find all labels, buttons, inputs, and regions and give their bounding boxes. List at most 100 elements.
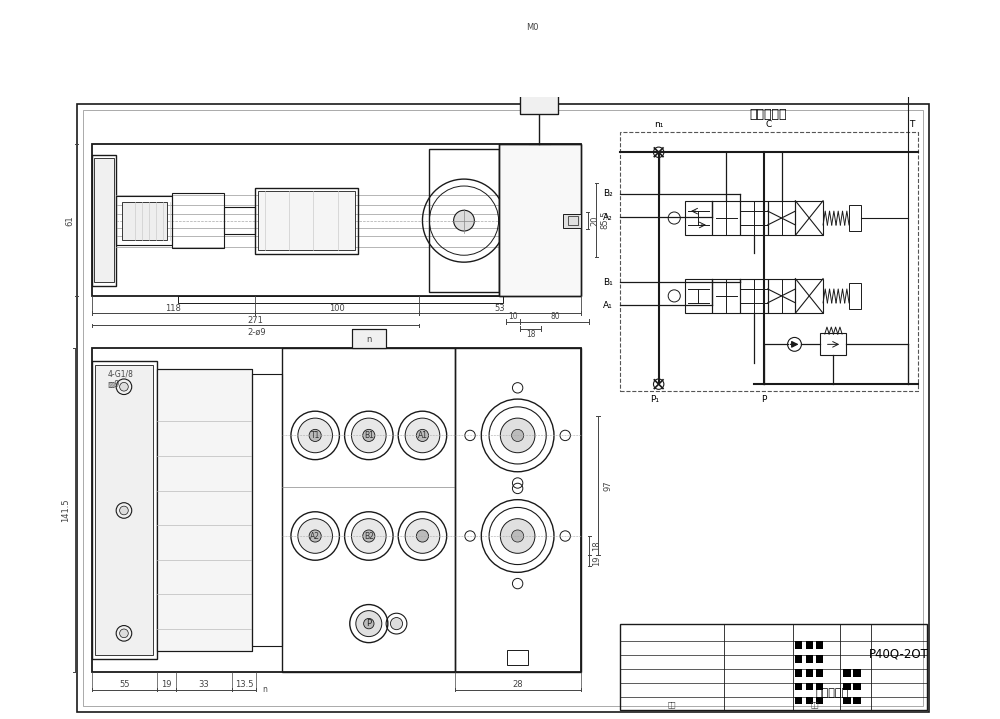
Bar [843,682,851,690]
Bar [795,201,823,235]
Text: n: n [366,334,372,344]
Bar [95,365,153,655]
Circle shape [298,518,332,554]
Text: 19: 19 [161,680,172,689]
Text: A1: A1 [417,431,427,440]
Text: 97: 97 [604,480,613,491]
Text: 制图: 制图 [667,702,676,708]
Bar [806,669,813,677]
Text: C: C [765,120,772,129]
Bar [252,374,282,646]
Text: 85.5: 85.5 [601,211,610,229]
Bar [849,205,861,231]
Circle shape [352,418,386,453]
Text: T1: T1 [310,431,320,440]
Bar [94,158,114,282]
Text: 100: 100 [329,303,345,313]
Circle shape [363,429,375,441]
Text: 13.5: 13.5 [235,680,253,689]
Bar [352,329,386,348]
Bar [795,669,802,677]
Circle shape [352,518,386,554]
Circle shape [512,429,524,441]
Circle shape [416,530,429,542]
Bar [795,682,802,690]
Bar [116,196,172,245]
Bar [518,37,561,80]
Bar [122,201,167,239]
Bar [92,155,116,285]
Bar [524,80,555,95]
Bar [532,4,546,23]
Circle shape [120,506,128,515]
Bar [795,697,802,705]
Circle shape [364,618,374,629]
Text: 118: 118 [165,303,181,313]
Text: 80: 80 [550,312,560,321]
Text: 图样: 图样 [810,702,819,708]
Text: M0: M0 [526,23,539,32]
Bar [224,207,255,234]
Text: A₁: A₁ [603,301,612,310]
Bar [843,669,851,677]
Bar [455,348,581,672]
Circle shape [298,418,332,453]
Text: 55: 55 [119,680,130,689]
Text: B₁: B₁ [603,278,612,287]
Circle shape [405,518,440,554]
Bar [816,669,823,677]
Circle shape [363,530,375,542]
Bar [795,655,802,663]
Bar [520,95,558,114]
Bar [768,201,795,235]
Bar [806,655,813,663]
Bar [816,682,823,690]
Bar [816,641,823,649]
Bar [806,682,813,690]
Bar [92,348,581,672]
Bar [853,682,861,690]
Circle shape [356,610,382,636]
Bar [507,650,528,665]
Bar [518,37,561,80]
Text: 61: 61 [65,215,74,226]
Bar [849,283,861,309]
Bar [806,697,813,705]
Text: B2: B2 [364,531,374,541]
Bar [157,370,252,651]
Bar [563,214,581,227]
Bar [740,278,768,313]
Bar [499,145,581,296]
Text: 141.5: 141.5 [61,498,70,522]
Bar [853,669,861,677]
Text: P: P [762,395,767,404]
Text: 18: 18 [526,330,535,339]
Bar [620,624,927,710]
Bar [568,216,578,225]
Bar [499,145,581,296]
Text: 4-G1/8: 4-G1/8 [108,370,133,378]
Circle shape [416,429,429,441]
Circle shape [390,618,403,630]
Text: A₂: A₂ [603,213,612,221]
Bar [685,278,712,313]
Bar [795,278,823,313]
Circle shape [120,629,128,638]
Bar [520,95,558,114]
Text: P: P [366,619,371,628]
Circle shape [309,429,321,441]
Bar [768,278,795,313]
Text: B1: B1 [364,431,374,440]
Bar [178,296,503,303]
Bar [843,697,851,705]
Bar [172,193,224,248]
Circle shape [500,418,535,453]
Text: n: n [263,685,267,694]
Text: 19: 19 [592,555,601,566]
Text: n₁: n₁ [654,120,663,129]
Text: 液压原理图: 液压原理图 [750,108,787,121]
Text: 20: 20 [590,216,599,226]
Text: P40Q-2OT: P40Q-2OT [868,648,928,661]
Bar [853,697,861,705]
Text: B₂: B₂ [603,189,612,198]
